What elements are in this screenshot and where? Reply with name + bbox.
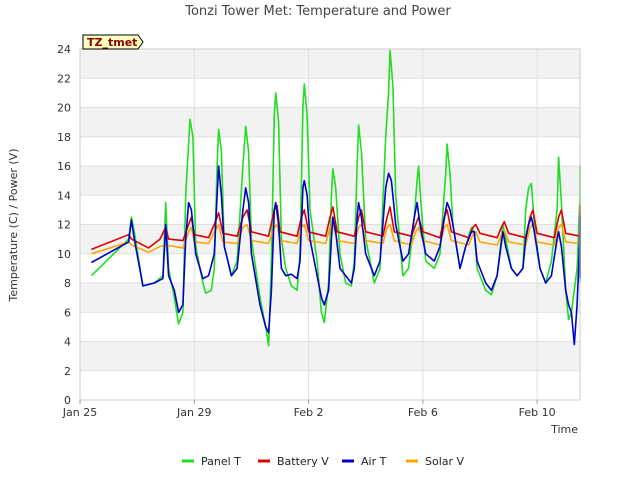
- x-axis-ticks: Jan 25 Jan 29 Feb 2 Feb 6 Feb 10: [62, 400, 556, 419]
- band: [80, 283, 580, 313]
- y-axis-label: Temperature (C) / Power (V): [7, 148, 20, 302]
- band: [80, 166, 580, 196]
- band: [80, 312, 580, 342]
- y-tick-label: 2: [64, 365, 71, 378]
- y-tick-label: 20: [57, 102, 71, 115]
- y-tick-label: 24: [57, 43, 71, 56]
- y-tick-label: 10: [57, 248, 71, 261]
- y-tick-label: 12: [57, 219, 71, 232]
- band: [80, 136, 580, 166]
- y-tick-label: 4: [64, 336, 71, 349]
- band: [80, 341, 580, 371]
- y-tick-label: 16: [57, 160, 71, 173]
- band: [80, 78, 580, 108]
- x-tick-label: Jan 29: [176, 406, 211, 419]
- series-lines: [90, 49, 581, 347]
- y-tick-label: 18: [57, 131, 71, 144]
- y-tick-label: 8: [64, 277, 71, 290]
- chart-title: Tonzi Tower Met: Temperature and Power: [184, 4, 451, 19]
- x-axis-label: Time: [550, 423, 578, 436]
- band: [80, 370, 580, 400]
- x-tick-label: Feb 2: [294, 406, 324, 419]
- legend-label: Battery V: [277, 455, 329, 468]
- band: [80, 107, 580, 137]
- series-line-solar-v: [91, 223, 581, 255]
- tag-label: TZ_tmet: [87, 36, 137, 49]
- y-tick-label: 22: [57, 72, 71, 85]
- legend-label: Solar V: [425, 455, 465, 468]
- legend-label: Air T: [361, 455, 387, 468]
- x-tick-label: Feb 10: [519, 406, 556, 419]
- y-tick-label: 0: [64, 394, 71, 407]
- plot-background: [80, 49, 580, 400]
- series-line-air-t: [91, 165, 581, 346]
- plot-frame: [79, 48, 581, 401]
- tag-box: TZ_tmet: [82, 34, 144, 50]
- y-tick-label: 6: [64, 306, 71, 319]
- legend-label: Panel T: [201, 455, 241, 468]
- x-tick-label: Feb 6: [408, 406, 438, 419]
- band: [80, 49, 580, 79]
- y-tick-label: 14: [57, 189, 71, 202]
- legend: Panel T Battery V Air T Solar V: [182, 455, 465, 468]
- x-tick-label: Jan 25: [62, 406, 97, 419]
